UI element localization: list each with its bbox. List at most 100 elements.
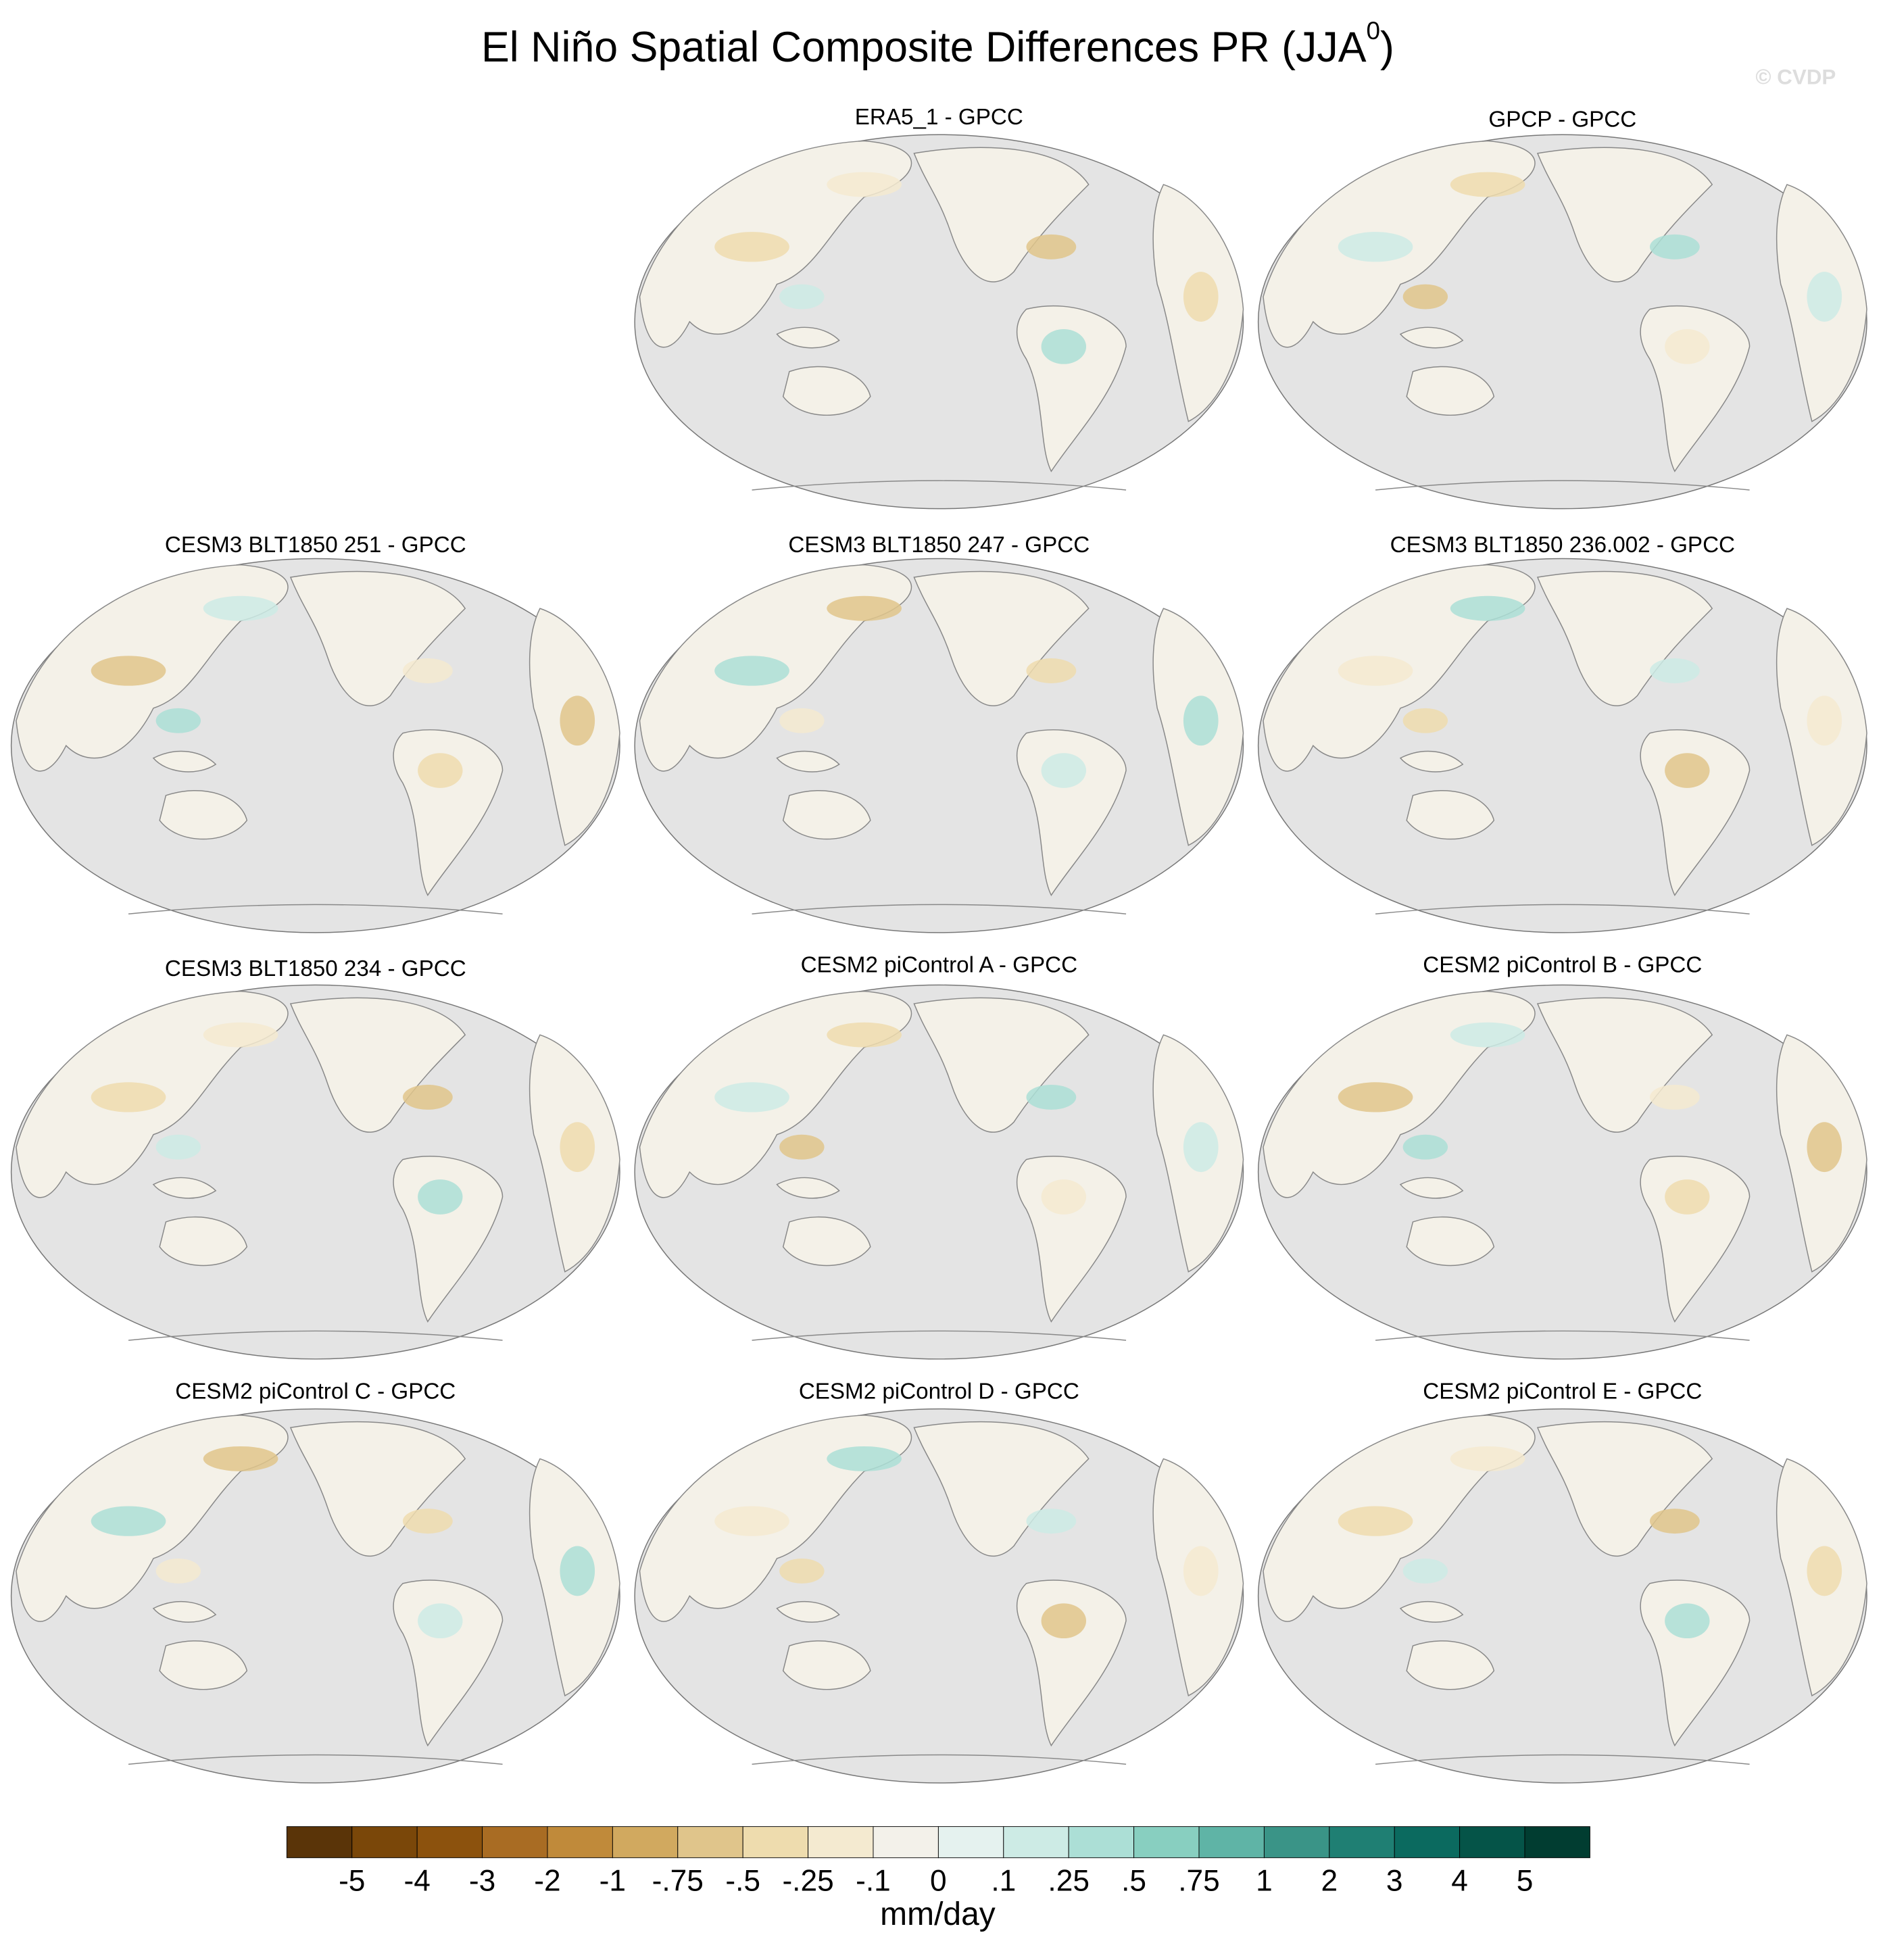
panel-title: GPCP - GPCC [1488,107,1636,132]
precip-anomaly [779,1558,825,1584]
panel-title: CESM2 piControl D - GPCC [799,1379,1079,1404]
precip-anomaly [1665,1603,1710,1639]
land-outline [1406,366,1495,416]
panel-title: CESM3 BLT1850 251 - GPCC [165,533,466,558]
map-panel [634,1408,1244,1784]
map-panel [1257,1408,1867,1784]
colorbar-box [937,1826,1004,1859]
land-outline [1406,1640,1495,1690]
land-outline [289,1421,466,1557]
land-outline [1375,904,1750,914]
colorbar-box [1329,1826,1395,1859]
precip-anomaly [714,232,789,262]
land-outline [159,790,248,840]
land-outline [128,904,503,914]
colorbar-label: .75 [1178,1864,1220,1897]
precip-anomaly [1649,1509,1700,1534]
watermark: © CVDP [1755,66,1836,89]
colorbar-box [416,1826,483,1859]
precip-anomaly [1450,595,1525,621]
colorbar-label: -2 [534,1864,560,1897]
precip-anomaly [1402,1558,1448,1584]
map-panel [634,134,1244,510]
land-outline [159,1217,248,1267]
land-outline [1375,480,1750,491]
precip-anomaly [714,1082,789,1112]
title-text: El Niño Spatial Composite Differences PR… [481,23,1367,70]
map-panel [10,558,620,933]
land-outline [913,997,1090,1133]
precip-anomaly [1041,1179,1087,1215]
colorbar-label: 5 [1517,1864,1534,1897]
precip-anomaly [1450,1446,1525,1471]
land-outline [128,1754,503,1765]
title-superscript: 0 [1367,17,1381,45]
land-outline [1399,750,1464,773]
precip-anomaly [1649,1084,1700,1110]
precip-anomaly [402,1509,453,1534]
panel-title: CESM2 piControl C - GPCC [175,1379,456,1404]
land-outline [1536,997,1713,1133]
precip-anomaly [1338,656,1413,686]
precip-anomaly [1665,753,1710,788]
precip-anomaly [1026,658,1077,683]
map-panel [1257,134,1867,510]
map-panel [634,558,1244,933]
precip-anomaly [203,1022,278,1048]
panel-title: CESM2 piControl E - GPCC [1423,1379,1702,1404]
panel-title: CESM3 BLT1850 236.002 - GPCC [1390,533,1735,558]
precip-anomaly [1649,658,1700,683]
colorbar-label: -5 [339,1864,365,1897]
colorbar-box [612,1826,679,1859]
colorbar-box [1263,1826,1330,1859]
precip-anomaly [418,1603,463,1639]
land-outline [1399,1177,1464,1199]
land-outline [1375,1330,1750,1341]
precip-anomaly [1402,708,1448,733]
colorbar-label: -.1 [856,1864,891,1897]
land-outline [1399,1600,1464,1623]
panel-title: CESM2 piControl B - GPCC [1423,952,1702,977]
colorbar-label: -.75 [652,1864,704,1897]
precip-anomaly [402,658,453,683]
precip-anomaly [714,1506,789,1536]
precip-anomaly [1450,172,1525,197]
land-outline [776,750,840,773]
title-suffix: ) [1380,23,1394,70]
precip-anomaly [1807,1546,1842,1596]
precip-anomaly [91,1506,166,1536]
precip-anomaly [1665,329,1710,364]
land-outline [159,1640,248,1690]
panel-title: CESM3 BLT1850 247 - GPCC [788,533,1090,558]
precip-anomaly [1026,234,1077,260]
colorbar-label: 1 [1256,1864,1273,1897]
map-panel [634,984,1244,1360]
land-outline [782,790,871,840]
precip-anomaly [1041,1603,1087,1639]
land-outline [289,997,466,1133]
colorbar-box [351,1826,418,1859]
land-outline [752,1754,1127,1765]
colorbar-box [482,1826,548,1859]
map-panel [10,984,620,1360]
land-outline [782,1217,871,1267]
colorbar-box [677,1826,743,1859]
precip-anomaly [1183,695,1219,746]
precip-anomaly [827,1022,902,1048]
colorbar-label: .1 [991,1864,1016,1897]
map-panel [1257,984,1867,1360]
precip-anomaly [1183,272,1219,322]
land-outline [782,1640,871,1690]
precip-anomaly [1807,695,1842,746]
precip-anomaly [560,695,595,746]
panel-title: CESM3 BLT1850 234 - GPCC [165,956,466,981]
precip-anomaly [155,708,201,733]
land-outline [752,1330,1127,1341]
colorbar-label: -3 [469,1864,495,1897]
precip-anomaly [91,1082,166,1112]
precip-anomaly [402,1084,453,1110]
colorbar-box [1394,1826,1461,1859]
panel-title: CESM2 piControl A - GPCC [801,952,1077,977]
colorbar-label: -.25 [782,1864,833,1897]
